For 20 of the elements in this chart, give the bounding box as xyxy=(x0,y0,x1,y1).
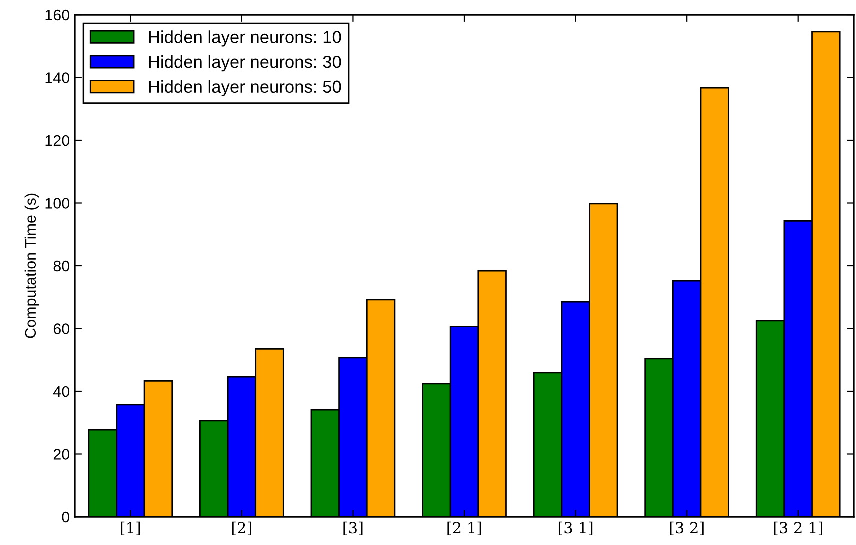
x-tick-label: [1] xyxy=(121,522,140,536)
legend-label: Hidden layer neurons: 30 xyxy=(149,55,342,72)
legend-label: Hidden layer neurons: 10 xyxy=(149,30,342,47)
y-tick-label: 60 xyxy=(54,324,70,334)
y-axis-title: Computation Time (s) xyxy=(24,194,40,338)
y-tick-label: 0 xyxy=(62,512,70,523)
x-tick-label: [3 2] xyxy=(670,522,704,536)
x-tick-label: [2] xyxy=(232,522,252,536)
x-tick-label: [3 1] xyxy=(558,522,593,536)
x-tick-label: [3] xyxy=(344,522,363,536)
y-tick-label: 140 xyxy=(46,72,70,84)
y-tick-label: 160 xyxy=(46,10,70,21)
x-tick-label: [3 2 1] xyxy=(774,522,822,536)
y-tick-label: 20 xyxy=(54,449,70,460)
y-tick-label: 40 xyxy=(54,386,70,398)
y-tick-label: 120 xyxy=(46,135,70,146)
y-tick-label: 80 xyxy=(54,260,70,272)
y-tick-label: 100 xyxy=(46,198,70,209)
legend-label: Hidden layer neurons: 50 xyxy=(149,80,342,97)
x-tick-label: [2 1] xyxy=(448,522,482,536)
